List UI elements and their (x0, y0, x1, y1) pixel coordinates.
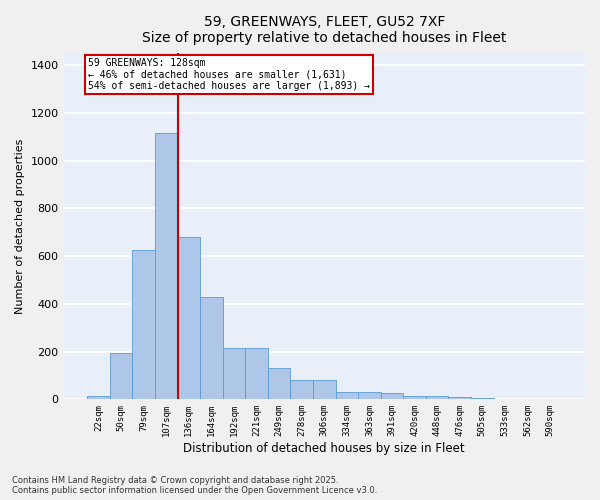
Bar (268, 368, 290, 400)
Bar (110, 353, 133, 400)
Bar (335, 392, 358, 400)
Bar (358, 392, 381, 400)
X-axis label: Distribution of detached houses by size in Fleet: Distribution of detached houses by size … (184, 442, 465, 455)
Y-axis label: Number of detached properties: Number of detached properties (15, 138, 25, 314)
Bar (245, 348, 268, 400)
Bar (403, 396, 426, 400)
Bar (200, 296, 223, 400)
Bar (381, 394, 403, 400)
Text: Contains HM Land Registry data © Crown copyright and database right 2025.
Contai: Contains HM Land Registry data © Crown c… (12, 476, 377, 495)
Bar (87, 396, 110, 400)
Bar (471, 398, 494, 400)
Bar (155, 134, 178, 400)
Bar (448, 398, 471, 400)
Bar (133, 250, 155, 400)
Bar (223, 348, 245, 400)
Text: 59 GREENWAYS: 128sqm
← 46% of detached houses are smaller (1,631)
54% of semi-de: 59 GREENWAYS: 128sqm ← 46% of detached h… (88, 58, 370, 92)
Bar (313, 380, 335, 400)
Bar (426, 396, 448, 400)
Bar (178, 237, 200, 400)
Title: 59, GREENWAYS, FLEET, GU52 7XF
Size of property relative to detached houses in F: 59, GREENWAYS, FLEET, GU52 7XF Size of p… (142, 15, 506, 45)
Bar (290, 380, 313, 400)
